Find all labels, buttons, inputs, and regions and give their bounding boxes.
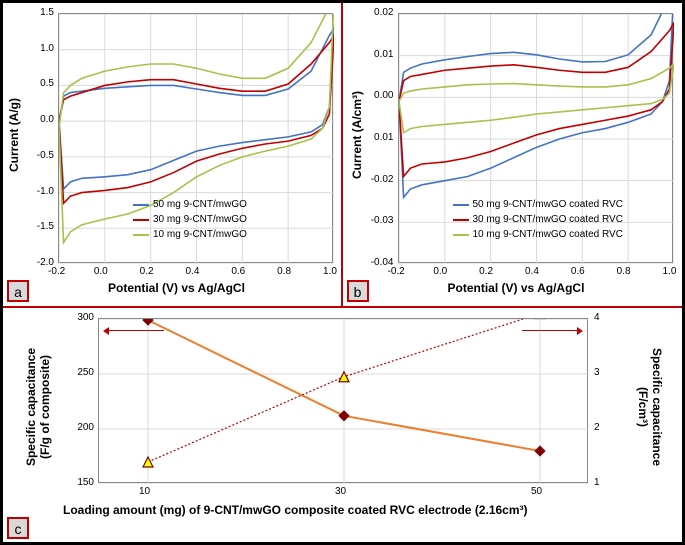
legend-b: 50 mg 9-CNT/mwGO coated RVC30 mg 9-CNT/m… xyxy=(453,198,623,243)
ylabel-c-right: Specific capacitance(F/cm³) xyxy=(636,342,664,472)
panel-tag-b: b xyxy=(347,280,369,302)
xlabel-b: Potential (V) vs Ag/AgCl xyxy=(448,281,585,295)
legend-item: 10 mg 9-CNT/mwGO coated RVC xyxy=(453,228,623,242)
xlabel-c: Loading amount (mg) of 9-CNT/mwGO compos… xyxy=(63,503,528,517)
ylabel-a: Current (A/g) xyxy=(7,98,21,172)
legend-item: 10 mg 9-CNT/mwGO xyxy=(133,228,247,242)
legend-a: 50 mg 9-CNT/mwGO30 mg 9-CNT/mwGO10 mg 9-… xyxy=(133,198,247,243)
xlabel-a: Potential (V) vs Ag/AgCl xyxy=(108,281,245,295)
legend-item: 30 mg 9-CNT/mwGO coated RVC xyxy=(453,213,623,227)
panel-c: Specific capacitance(F/g of composite) S… xyxy=(3,308,682,543)
plot-area-c xyxy=(98,318,588,483)
legend-item: 50 mg 9-CNT/mwGO coated RVC xyxy=(453,198,623,212)
panel-tag-a: a xyxy=(7,280,29,302)
arrow-right xyxy=(522,330,577,331)
chart-c-svg xyxy=(99,319,589,484)
panel-b: 50 mg 9-CNT/mwGO coated RVC30 mg 9-CNT/m… xyxy=(343,3,683,306)
top-row: 50 mg 9-CNT/mwGO30 mg 9-CNT/mwGO10 mg 9-… xyxy=(3,3,682,308)
legend-item: 50 mg 9-CNT/mwGO xyxy=(133,198,247,212)
legend-item: 30 mg 9-CNT/mwGO xyxy=(133,213,247,227)
ylabel-c-left: Specific capacitance(F/g of composite) xyxy=(24,347,52,467)
arrow-left xyxy=(109,330,164,331)
panel-tag-c: c xyxy=(7,517,29,539)
panel-a: 50 mg 9-CNT/mwGO30 mg 9-CNT/mwGO10 mg 9-… xyxy=(3,3,343,306)
